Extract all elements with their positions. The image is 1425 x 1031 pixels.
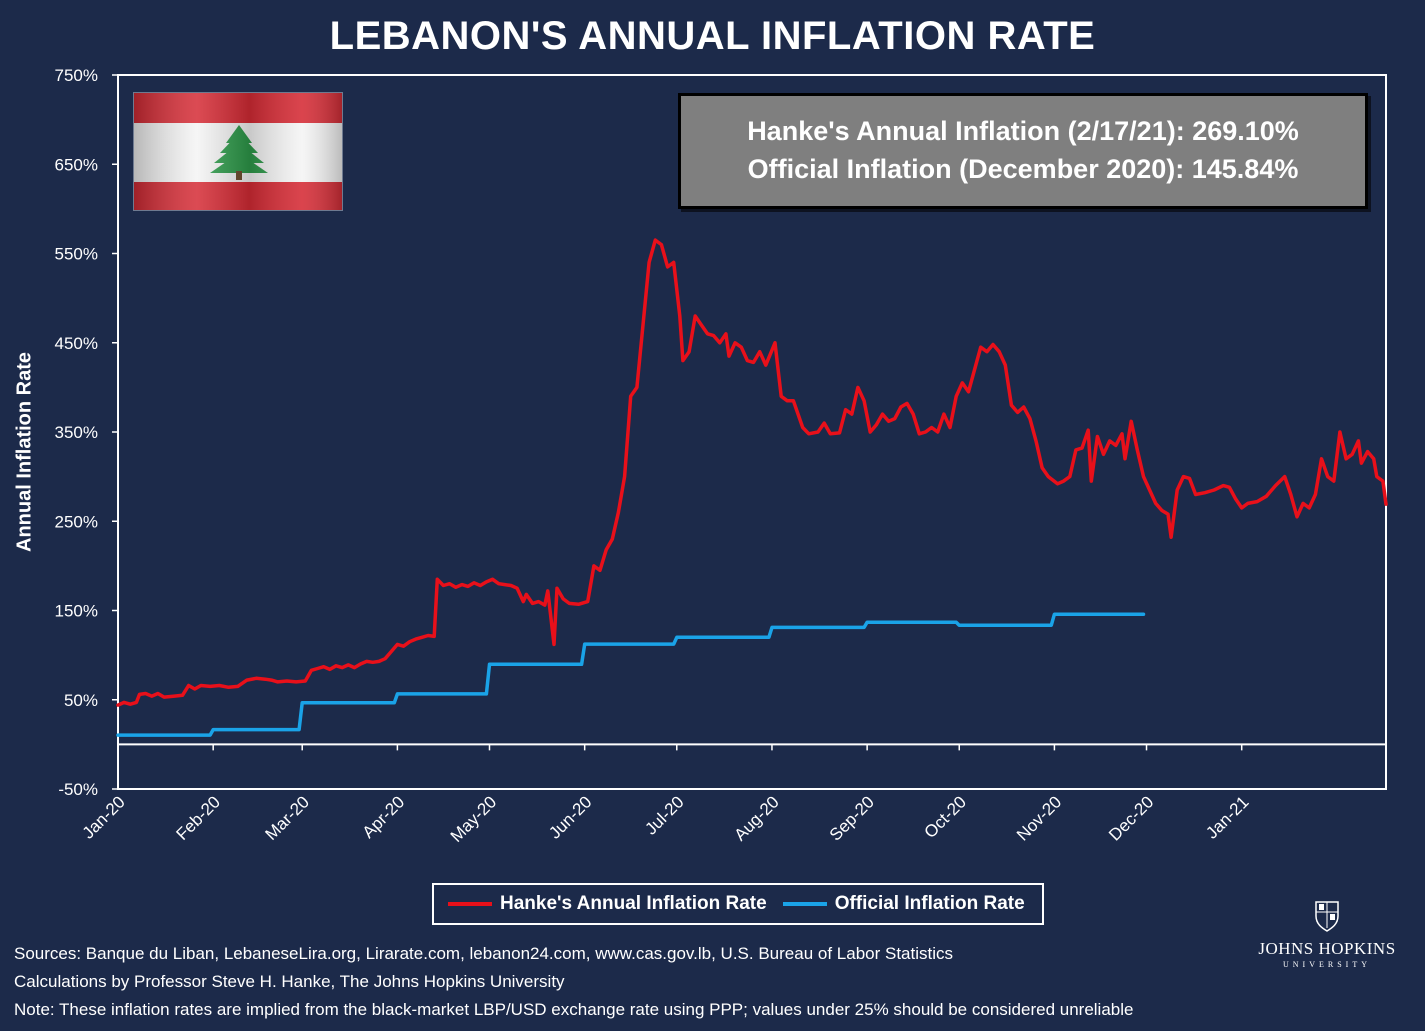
x-tick-label: Feb-20 (172, 792, 224, 844)
footer-note: Note: These inflation rates are implied … (14, 1000, 1134, 1019)
y-tick-label: 50% (64, 691, 98, 710)
legend-swatch-official (782, 902, 827, 906)
y-axis-ticks: 750% 650% 550% 450% 350% 250% 150% 50% -50% (55, 66, 118, 799)
x-tick-label: Oct-20 (921, 792, 971, 842)
jhu-logo-sub: UNIVERSITY (1283, 960, 1371, 969)
y-tick-label: -50% (58, 780, 98, 799)
x-tick-label: Jan-20 (79, 792, 129, 842)
official-inflation-line (116, 612, 1146, 737)
footer-calculations: Calculations by Professor Steve H. Hanke… (14, 972, 565, 991)
x-tick-label: Nov-20 (1013, 792, 1065, 844)
info-box: Hanke's Annual Inflation (2/17/21): 269.… (678, 93, 1368, 209)
y-tick-label: 250% (55, 512, 98, 531)
info-official-line: Official Inflation (December 2020): 145.… (747, 154, 1299, 184)
x-tick-label: Mar-20 (262, 792, 314, 844)
y-tick-label: 150% (55, 602, 98, 621)
y-tick-label: 750% (55, 66, 98, 85)
x-tick-label: Apr-20 (359, 792, 409, 842)
info-hanke-line: Hanke's Annual Inflation (2/17/21): 269.… (747, 116, 1299, 146)
chart-title: LEBANON'S ANNUAL INFLATION RATE (329, 14, 1096, 58)
y-tick-label: 650% (55, 155, 98, 174)
lebanon-flag-image (133, 92, 343, 211)
legend-item-official: Official Inflation Rate (782, 893, 1025, 915)
y-tick-label: 350% (55, 423, 98, 442)
x-axis-ticks: Jan-20 Feb-20 Mar-20 Apr-20 May-20 Jun-20 Jul-… (79, 744, 1253, 846)
y-tick-label: 450% (55, 334, 98, 353)
jhu-shield-icon (1315, 901, 1339, 932)
jhu-logo: JOHNS HOPKINS UNIVERSITY (1252, 900, 1402, 969)
x-tick-label: Jan-21 (1202, 792, 1252, 842)
y-tick-label: 550% (55, 245, 98, 264)
legend-swatch-hanke (448, 902, 492, 906)
y-axis-label: Annual Inflation Rate (13, 352, 36, 552)
x-tick-label: Sep-20 (826, 792, 878, 844)
x-tick-label: Jun-20 (545, 792, 595, 842)
series-group (116, 238, 1388, 737)
legend-label-official: Official Inflation Rate (834, 893, 1025, 914)
x-tick-label: Jul-20 (641, 792, 687, 838)
chart-legend: Hanke's Annual Inflation Rate Official I… (432, 883, 1044, 925)
line-chart: 750% 650% 550% 450% 350% 250% 150% 50% -50% Jan-… (55, 66, 1388, 846)
jhu-logo-name: JOHNS HOPKINS (1258, 939, 1396, 958)
chart-footer: Sources: Banque du Liban, LebaneseLira.o… (14, 940, 1133, 1024)
x-tick-label: May-20 (447, 792, 501, 846)
x-tick-label: Aug-20 (731, 792, 783, 844)
legend-item-hanke: Hanke's Annual Inflation Rate (448, 893, 767, 915)
hanke-inflation-line (116, 238, 1388, 707)
footer-sources: Sources: Banque du Liban, LebaneseLira.o… (14, 944, 954, 963)
x-tick-label: Dec-20 (1105, 792, 1157, 844)
legend-label-hanke: Hanke's Annual Inflation Rate (500, 893, 767, 914)
